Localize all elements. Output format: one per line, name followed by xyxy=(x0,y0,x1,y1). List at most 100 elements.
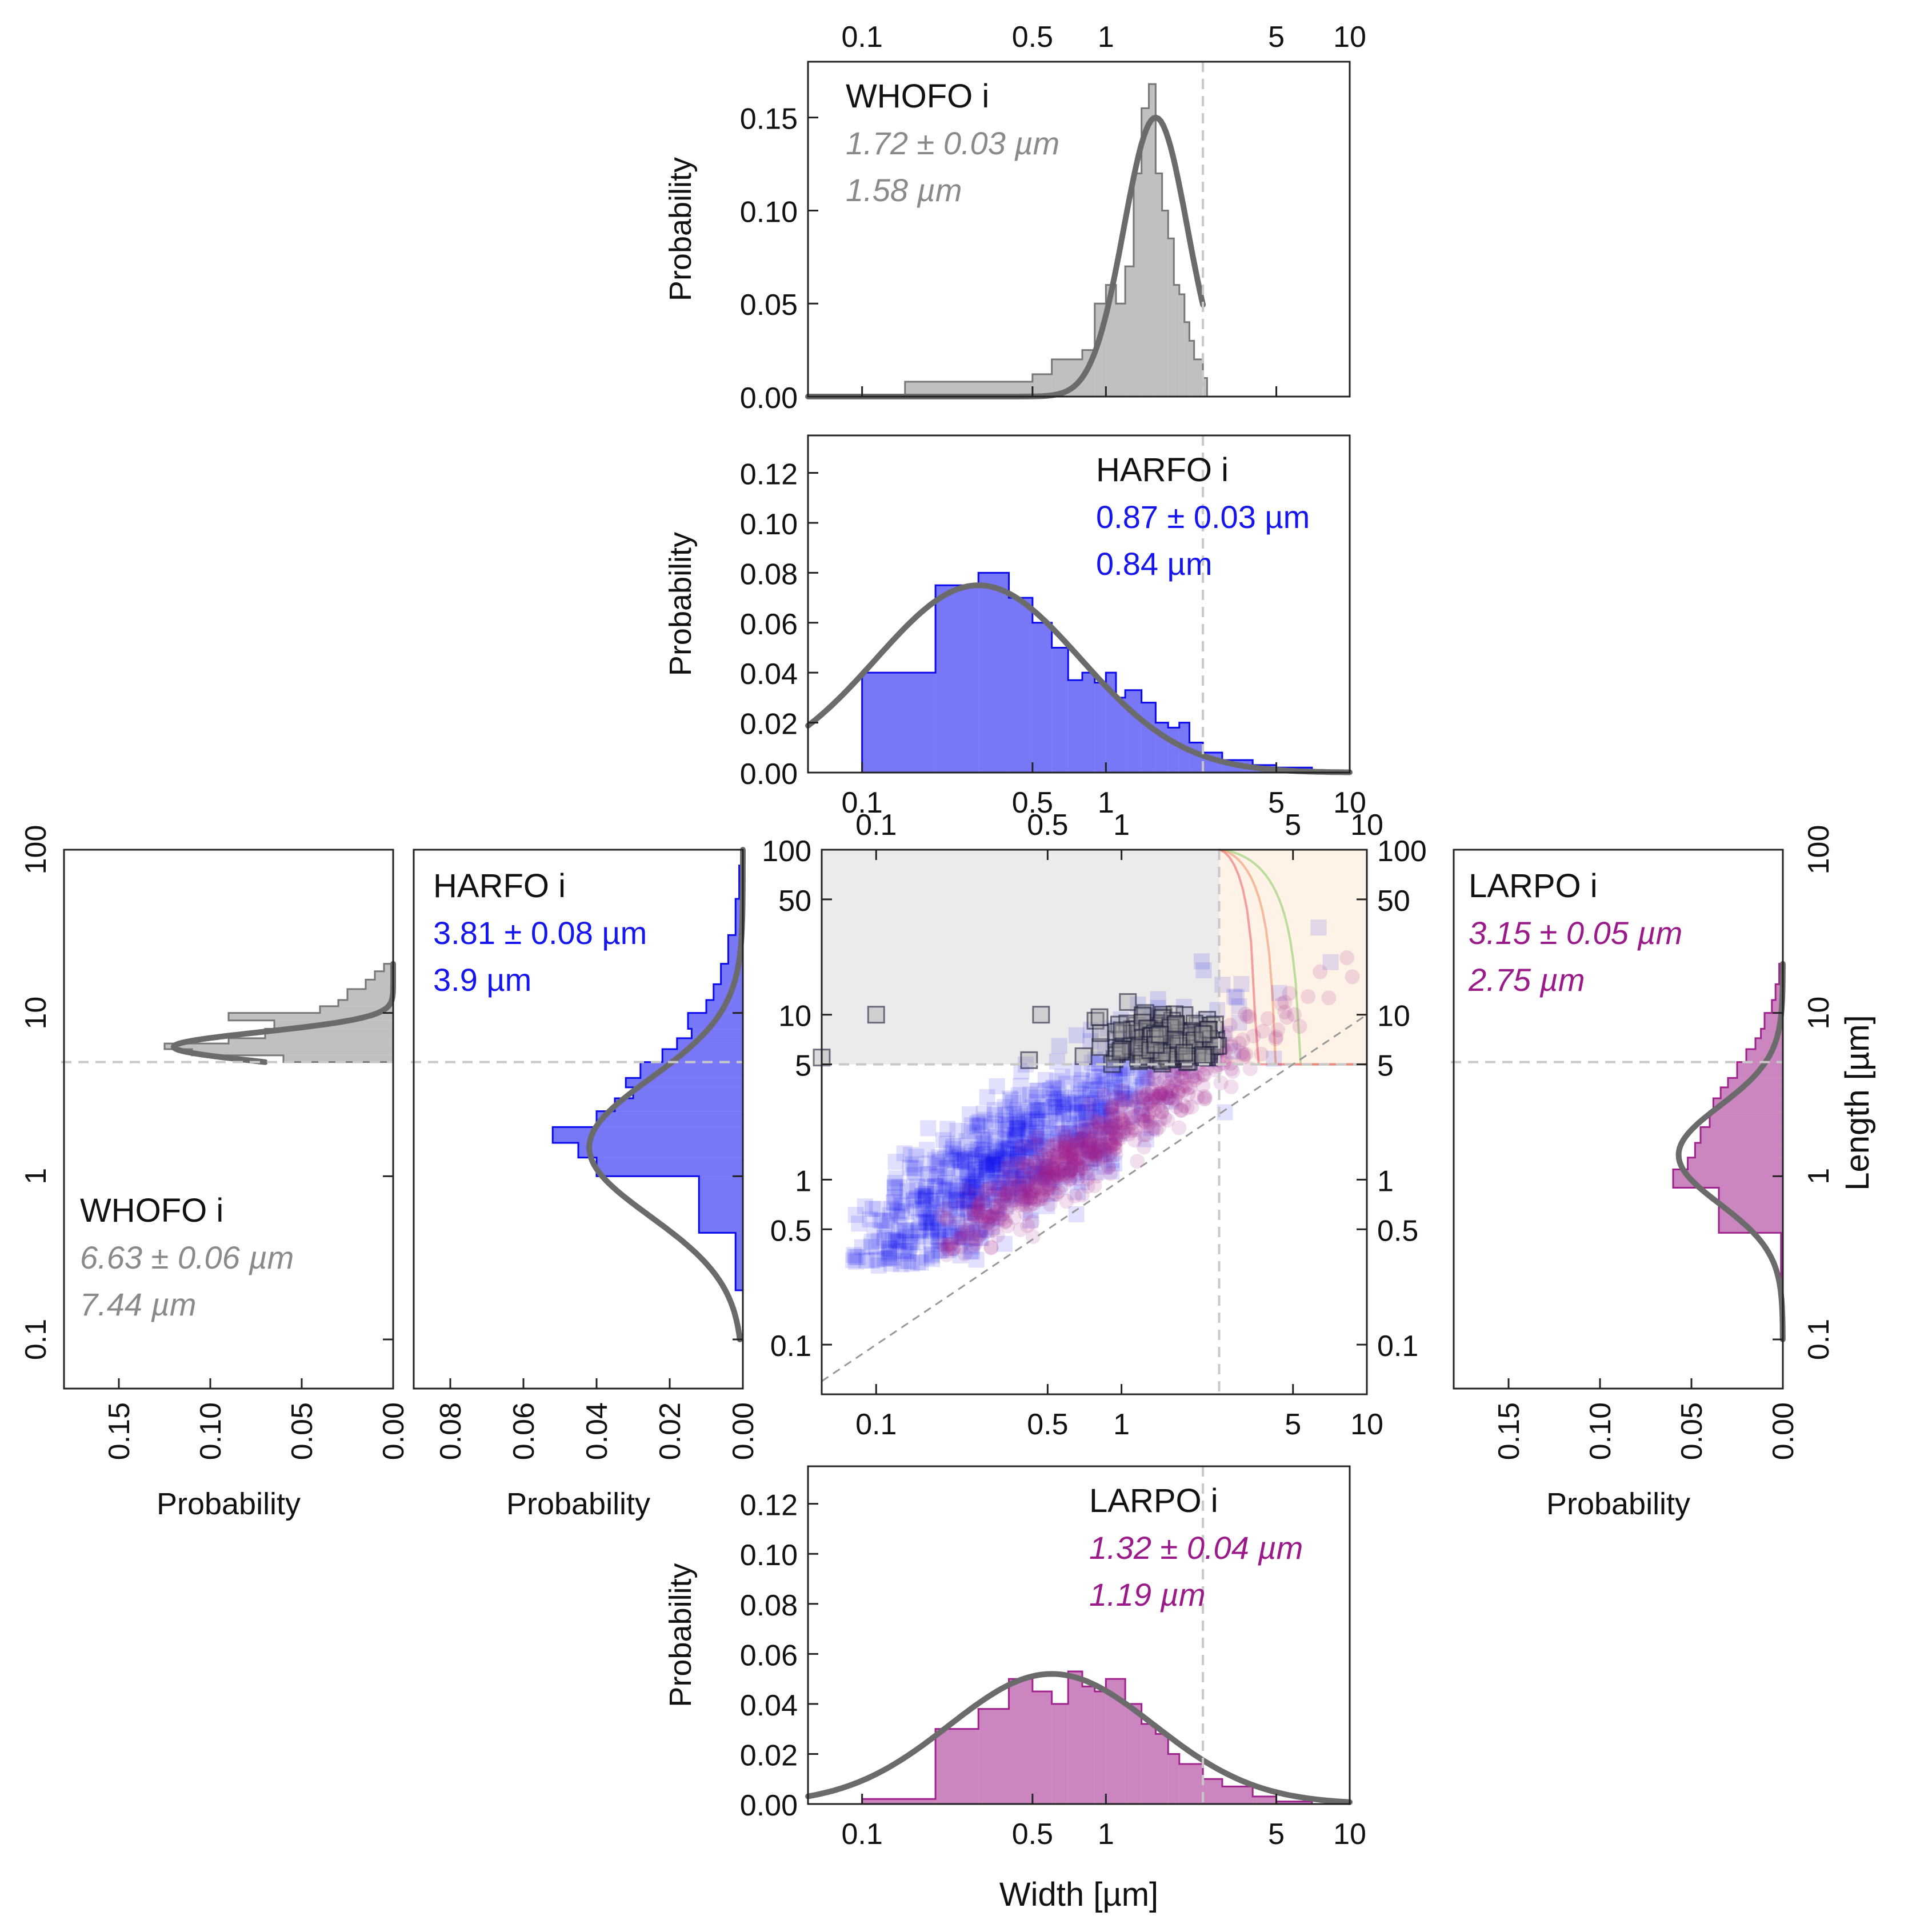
larpo-point xyxy=(1039,1159,1055,1174)
harfo-point xyxy=(1226,989,1243,1005)
harfo-point xyxy=(854,1239,870,1255)
harfo-point xyxy=(1322,954,1339,970)
larpo-point xyxy=(1034,1187,1050,1203)
larpo-point xyxy=(1143,1094,1158,1109)
harfo-point xyxy=(869,1201,885,1217)
larpo-point xyxy=(990,1228,1005,1243)
larpo-point xyxy=(1169,1099,1184,1115)
scatter-ytick-label-right: 0.5 xyxy=(1377,1214,1418,1247)
harfo-point xyxy=(1081,1139,1098,1156)
larpo-point xyxy=(1213,1075,1229,1091)
harfo-width-ytick-label: 0.06 xyxy=(740,608,798,641)
harfo-point xyxy=(1015,1139,1032,1155)
harfo-point xyxy=(1085,1073,1102,1089)
larpo-width-bar xyxy=(1032,1691,1052,1804)
larpo-point xyxy=(1045,1138,1061,1153)
harfo-point xyxy=(1015,1175,1032,1192)
larpo-point xyxy=(1091,1138,1107,1153)
harfo-point xyxy=(941,1196,958,1213)
larpo-point xyxy=(1260,1011,1275,1026)
harfo-point xyxy=(1064,1097,1081,1113)
larpo-point xyxy=(1079,1156,1095,1171)
harfo-point xyxy=(1007,1127,1024,1143)
larpo-point xyxy=(1151,1119,1167,1135)
larpo-point xyxy=(1103,1106,1118,1122)
harfo-point xyxy=(1132,1067,1149,1084)
larpo-length-bar xyxy=(1701,1127,1783,1143)
harfo-point xyxy=(1038,1158,1055,1175)
harfo-point xyxy=(956,1152,973,1169)
harfo-point xyxy=(1009,1121,1026,1137)
larpo-point xyxy=(989,1178,1004,1193)
x-axis-label: Width [µm] xyxy=(999,1876,1158,1913)
larpo-point xyxy=(1041,1151,1056,1166)
larpo-point xyxy=(1223,1037,1239,1052)
larpo-point xyxy=(1223,1079,1239,1094)
larpo-point xyxy=(1086,1119,1101,1134)
larpo-point xyxy=(1182,1079,1198,1095)
harfo-point xyxy=(1002,1106,1018,1122)
larpo-point xyxy=(1057,1143,1073,1159)
larpo-point xyxy=(1069,1153,1084,1168)
whofo-point xyxy=(1194,1025,1212,1043)
larpo-point xyxy=(1010,1180,1026,1195)
harfo-point xyxy=(923,1186,940,1202)
larpo-point xyxy=(1038,1169,1053,1184)
harfo-point xyxy=(960,1201,977,1217)
harfo-point xyxy=(979,1158,995,1175)
harfo-point xyxy=(1068,1206,1085,1223)
larpo-point xyxy=(967,1210,983,1226)
larpo-length-bar xyxy=(1695,1143,1783,1158)
larpo-point xyxy=(1022,1191,1038,1206)
harfo-point xyxy=(1139,1070,1155,1087)
larpo-point xyxy=(1029,1179,1045,1195)
larpo-point xyxy=(1034,1170,1050,1185)
larpo-point xyxy=(1130,1090,1145,1105)
harfo-point xyxy=(1014,1190,1031,1207)
harfo-point xyxy=(1065,1094,1082,1111)
larpo-point xyxy=(940,1242,955,1257)
harfo-width-bar xyxy=(1115,697,1126,773)
larpo-point xyxy=(1101,1125,1117,1141)
larpo-width-ytick-label: 0.08 xyxy=(740,1589,798,1622)
larpo-point xyxy=(1022,1171,1038,1187)
harfo-point xyxy=(1134,1099,1150,1116)
larpo-point xyxy=(1086,1140,1101,1155)
harfo-point xyxy=(998,1198,1014,1215)
harfo-point xyxy=(1021,1137,1038,1153)
larpo-point xyxy=(1013,1188,1029,1203)
harfo-point xyxy=(950,1138,966,1154)
larpo-point xyxy=(1029,1179,1044,1194)
whofo-width-bar xyxy=(1189,341,1194,397)
harfo-point xyxy=(949,1192,965,1209)
larpo-point xyxy=(1158,1086,1174,1101)
harfo-point xyxy=(968,1251,985,1268)
harfo-point xyxy=(1127,1088,1144,1105)
harfo-point xyxy=(994,1185,1010,1201)
harfo-point xyxy=(983,1157,1000,1173)
larpo-point xyxy=(1107,1117,1123,1133)
harfo-point xyxy=(1061,1125,1078,1142)
harfo-point xyxy=(1134,1079,1151,1095)
harfo-point xyxy=(1111,1126,1127,1142)
harfo-point xyxy=(1065,1063,1081,1080)
harfo-point xyxy=(937,1222,954,1239)
harfo-point xyxy=(1029,1147,1045,1163)
larpo-point xyxy=(953,1239,968,1254)
harfo-point xyxy=(1056,1132,1073,1149)
harfo-length-frame xyxy=(413,849,744,1390)
larpo-point xyxy=(1127,1133,1142,1148)
larpo-point xyxy=(1145,1086,1160,1101)
harfo-point xyxy=(1080,1094,1097,1111)
harfo-point xyxy=(973,1142,990,1158)
harfo-point xyxy=(1089,1081,1106,1098)
harfo-point xyxy=(1033,1169,1049,1185)
harfo-point xyxy=(1007,1167,1024,1184)
larpo-point xyxy=(1047,1165,1062,1180)
larpo-point xyxy=(1059,1194,1074,1209)
larpo-point xyxy=(1147,1102,1162,1118)
harfo-point xyxy=(1028,1152,1045,1169)
larpo-point xyxy=(1041,1177,1057,1193)
harfo-point xyxy=(988,1211,1005,1227)
harfo-point xyxy=(923,1219,940,1235)
